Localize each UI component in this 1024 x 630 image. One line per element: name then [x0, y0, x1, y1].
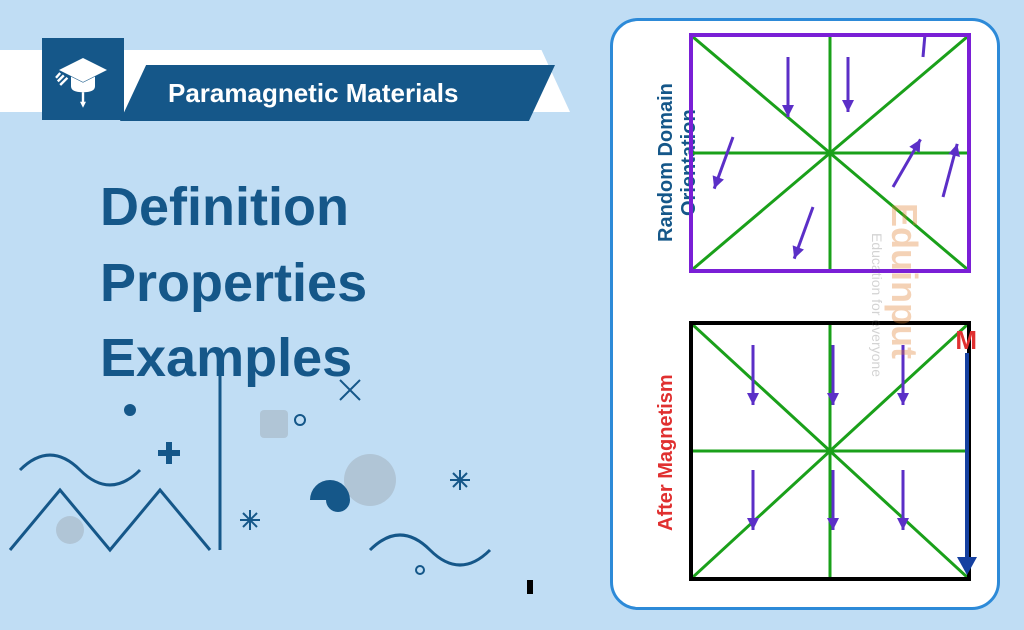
bottom-box-label: After Magnetism [655, 333, 678, 573]
graduation-icon [53, 49, 113, 109]
watermark-text: Eduinput [883, 203, 925, 359]
domain-grid-bottom [693, 325, 967, 577]
main-list-item: Properties [100, 246, 367, 322]
field-label: M [955, 325, 977, 356]
main-list-item: Examples [100, 321, 367, 397]
field-arrow-head [957, 557, 977, 575]
diagram-panel: Random Domain Orientation After Magnetis… [610, 18, 1000, 610]
main-list-item: Definition [100, 170, 367, 246]
banner: Paramagnetic Materials [0, 20, 570, 130]
banner-title: Paramagnetic Materials [168, 78, 458, 109]
domain-box-aligned [689, 321, 971, 581]
domain-box-random [689, 33, 971, 273]
domain-grid-top [693, 37, 967, 269]
banner-ribbon: Paramagnetic Materials [120, 65, 555, 121]
logo-badge [42, 38, 124, 120]
field-arrow-shaft [965, 353, 969, 563]
main-list: Definition Properties Examples [100, 170, 367, 397]
watermark-subtext: Education for everyone [869, 233, 885, 377]
